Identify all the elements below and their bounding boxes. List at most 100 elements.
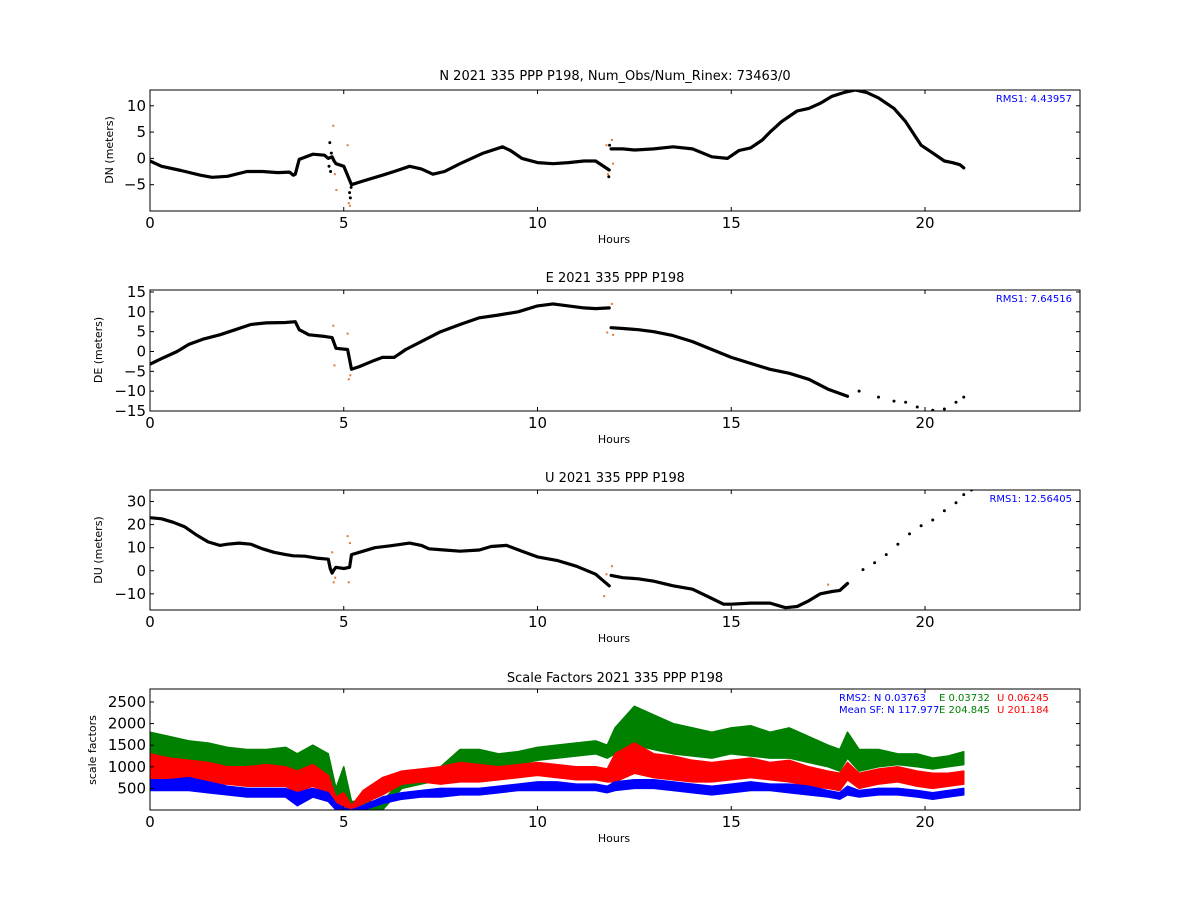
y-tick-label: −15	[114, 402, 146, 420]
y-axis-label: DE (meters)	[92, 317, 105, 383]
rms-annotation: RMS1: 4.43957	[996, 94, 1072, 105]
y-tick-label: 10	[127, 97, 146, 115]
y-tick-label: −5	[124, 362, 146, 380]
outlier-point	[347, 202, 350, 205]
data-layer	[150, 302, 966, 411]
x-tick-label: 20	[915, 214, 934, 232]
series-line-1	[609, 90, 966, 170]
panel-up: U 2021 335 PPP P198 Hours DU (meters) 0 5…	[92, 471, 1081, 645]
x-tick-label: 15	[722, 613, 741, 631]
rms2-n: RMS2: N 0.03763	[839, 693, 926, 704]
y-tick-label: 1000	[108, 758, 146, 776]
outlier-point	[332, 124, 335, 127]
series-line-0	[150, 516, 611, 588]
rms-annotation: RMS1: 7.64516	[996, 294, 1072, 305]
outlier-point	[334, 576, 337, 579]
data-point	[327, 164, 331, 168]
x-axis-label: Hours	[598, 832, 630, 845]
mean-sf-n: Mean SF: N 117.977	[839, 705, 939, 716]
y-tick-label: 20	[127, 516, 146, 534]
data-point	[962, 493, 966, 497]
outlier-point	[346, 144, 349, 147]
rms2-e: E 0.03732	[939, 693, 990, 704]
plot-frame	[149, 289, 1081, 412]
outlier-point	[612, 333, 615, 336]
outlier-point	[335, 188, 338, 191]
outlier-point	[347, 378, 350, 381]
x-tick-label: 0	[145, 813, 155, 831]
panel-north: N 2021 335 PPP P198, Num_Obs/Num_Rinex: …	[103, 69, 1081, 246]
data-point	[942, 509, 946, 513]
x-tick-label: 5	[339, 813, 349, 831]
outlier-point	[607, 173, 610, 176]
data-point	[877, 395, 880, 399]
outlier-point	[610, 302, 613, 305]
y-tick-label: −10	[114, 585, 146, 603]
outlier-point	[605, 144, 608, 147]
x-tick-label: 0	[145, 414, 155, 432]
data-point	[349, 185, 353, 189]
y-axis-label: DN (meters)	[103, 116, 116, 184]
x-tick-label: 10	[528, 613, 547, 631]
panel-title: N 2021 335 PPP P198, Num_Obs/Num_Rinex: …	[439, 69, 790, 84]
panel-title: U 2021 335 PPP P198	[545, 471, 685, 486]
outlier-point	[332, 324, 335, 327]
x-tick-label: 10	[528, 214, 547, 232]
series-line-1	[609, 573, 850, 610]
data-layer	[150, 90, 966, 207]
data-point	[931, 408, 935, 411]
x-tick-label: 5	[339, 214, 349, 232]
series-band-u	[150, 742, 965, 810]
mean-sf-annotation: Mean SF: N 117.977 E 204.845 U 201.184	[839, 705, 1049, 716]
panel-title: Scale Factors 2021 335 PPP P198	[507, 671, 723, 686]
data-point	[873, 561, 877, 565]
x-axis-label: Hours	[598, 433, 630, 446]
x-tick-label: 10	[528, 414, 547, 432]
data-point	[607, 175, 611, 179]
data-point	[884, 553, 888, 557]
x-axis-label: Hours	[598, 233, 630, 246]
y-axis-label: DU (meters)	[92, 516, 105, 583]
panel-scale-factors: Scale Factors 2021 335 PPP P198 Hours sc…	[86, 671, 1081, 845]
outlier-point	[348, 542, 351, 545]
data-point	[896, 542, 900, 546]
outlier-point	[347, 581, 350, 584]
x-tick-label: 5	[339, 613, 349, 631]
data-point	[908, 532, 911, 536]
series-line-0	[150, 302, 611, 371]
y-tick-label: 5	[136, 123, 146, 141]
outlier-point	[610, 138, 613, 141]
y-tick-label: 2000	[108, 715, 146, 733]
x-tick-label: 15	[722, 414, 741, 432]
data-point	[329, 170, 333, 174]
data-point	[861, 568, 865, 572]
data-point	[892, 399, 896, 403]
y-axis-label: scale factors	[86, 715, 99, 785]
x-tick-label: 20	[915, 613, 934, 631]
x-tick-label: 20	[915, 813, 934, 831]
outlier-point	[348, 204, 351, 207]
outlier-point	[349, 374, 352, 377]
data-point	[915, 405, 919, 409]
outlier-point	[333, 364, 336, 367]
outlier-point	[332, 581, 335, 584]
data-point	[857, 389, 861, 393]
outlier-point	[610, 565, 613, 568]
data-point	[348, 196, 352, 200]
x-tick-label: 15	[722, 214, 741, 232]
data-layer	[150, 705, 965, 810]
outlier-point	[827, 583, 830, 586]
y-tick-label: 15	[127, 283, 146, 301]
rms-annotation: RMS1: 12.56405	[989, 494, 1072, 505]
outlier-point	[605, 573, 608, 576]
y-tick-label: 0	[136, 149, 146, 167]
x-tick-label: 15	[722, 813, 741, 831]
data-point	[962, 395, 966, 399]
panel-title: E 2021 335 PPP P198	[546, 271, 685, 286]
x-tick-label: 20	[915, 414, 934, 432]
outlier-point	[346, 332, 349, 335]
y-tick-label: 10	[127, 539, 146, 557]
y-tick-label: 30	[127, 493, 146, 511]
